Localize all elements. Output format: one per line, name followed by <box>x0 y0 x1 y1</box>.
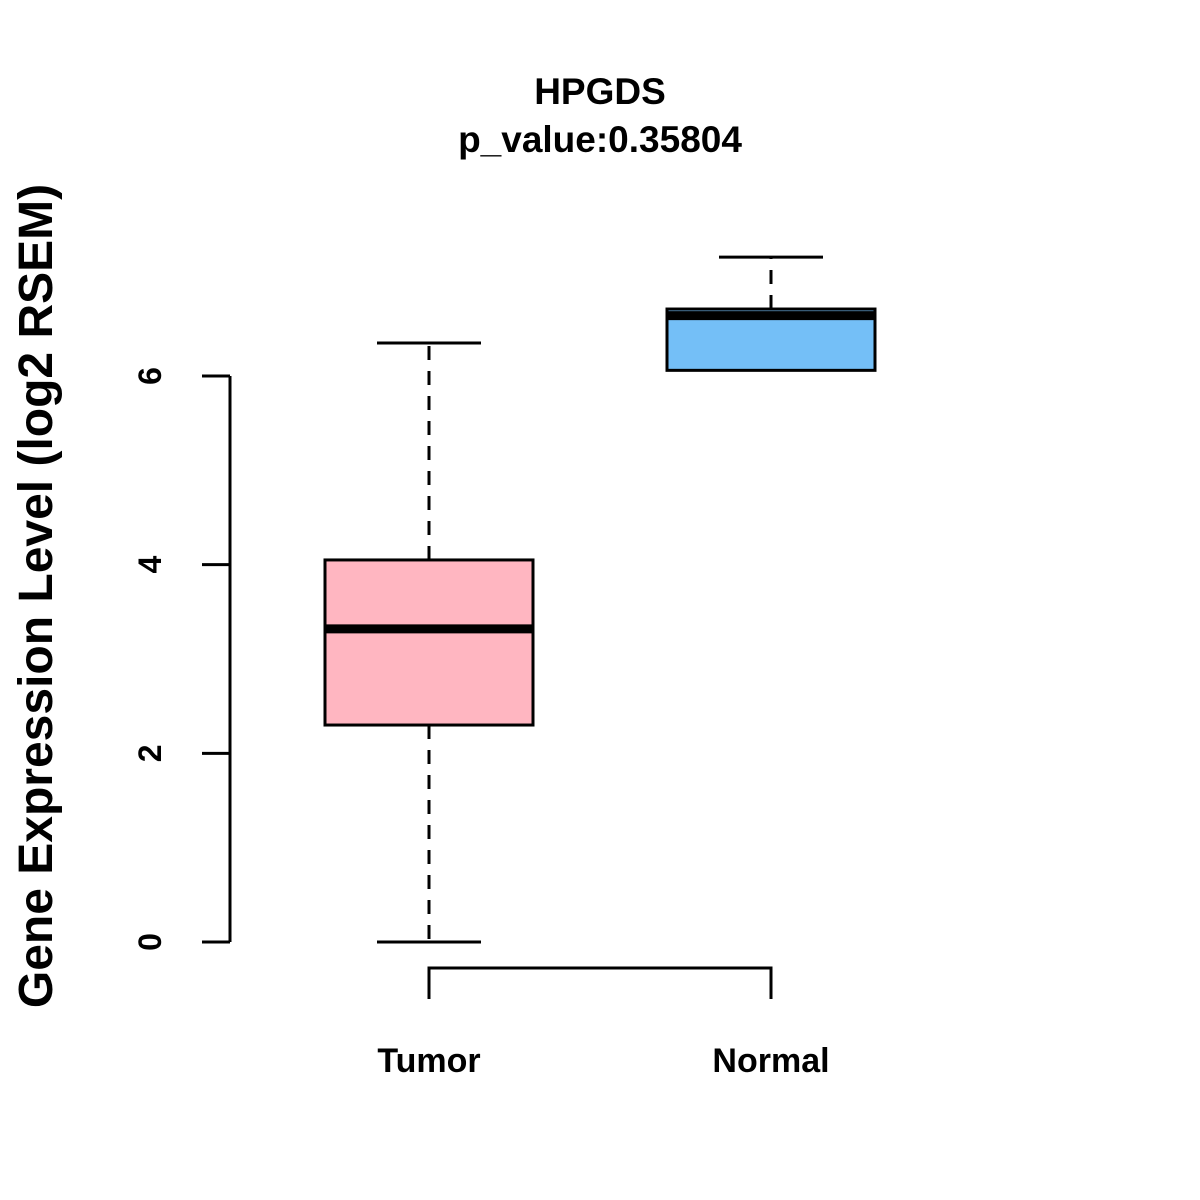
x-axis-bracket <box>427 966 773 999</box>
ytick-label-3: 6 <box>132 367 168 385</box>
tumor-box <box>323 558 535 727</box>
category-label-1: Normal <box>712 1042 829 1080</box>
chart-subtitle: p_value:0.35804 <box>458 119 742 160</box>
y-axis-label: Gene Expression Level (log2 RSEM) <box>10 184 63 1008</box>
ytick-label-2: 4 <box>132 556 168 574</box>
ytick-label-1: 2 <box>132 744 168 762</box>
category-label-0: Tumor <box>377 1042 480 1080</box>
ytick-label-0: 0 <box>132 933 168 951</box>
plot-shapes <box>202 255 877 999</box>
chart-title: HPGDS <box>534 71 666 112</box>
